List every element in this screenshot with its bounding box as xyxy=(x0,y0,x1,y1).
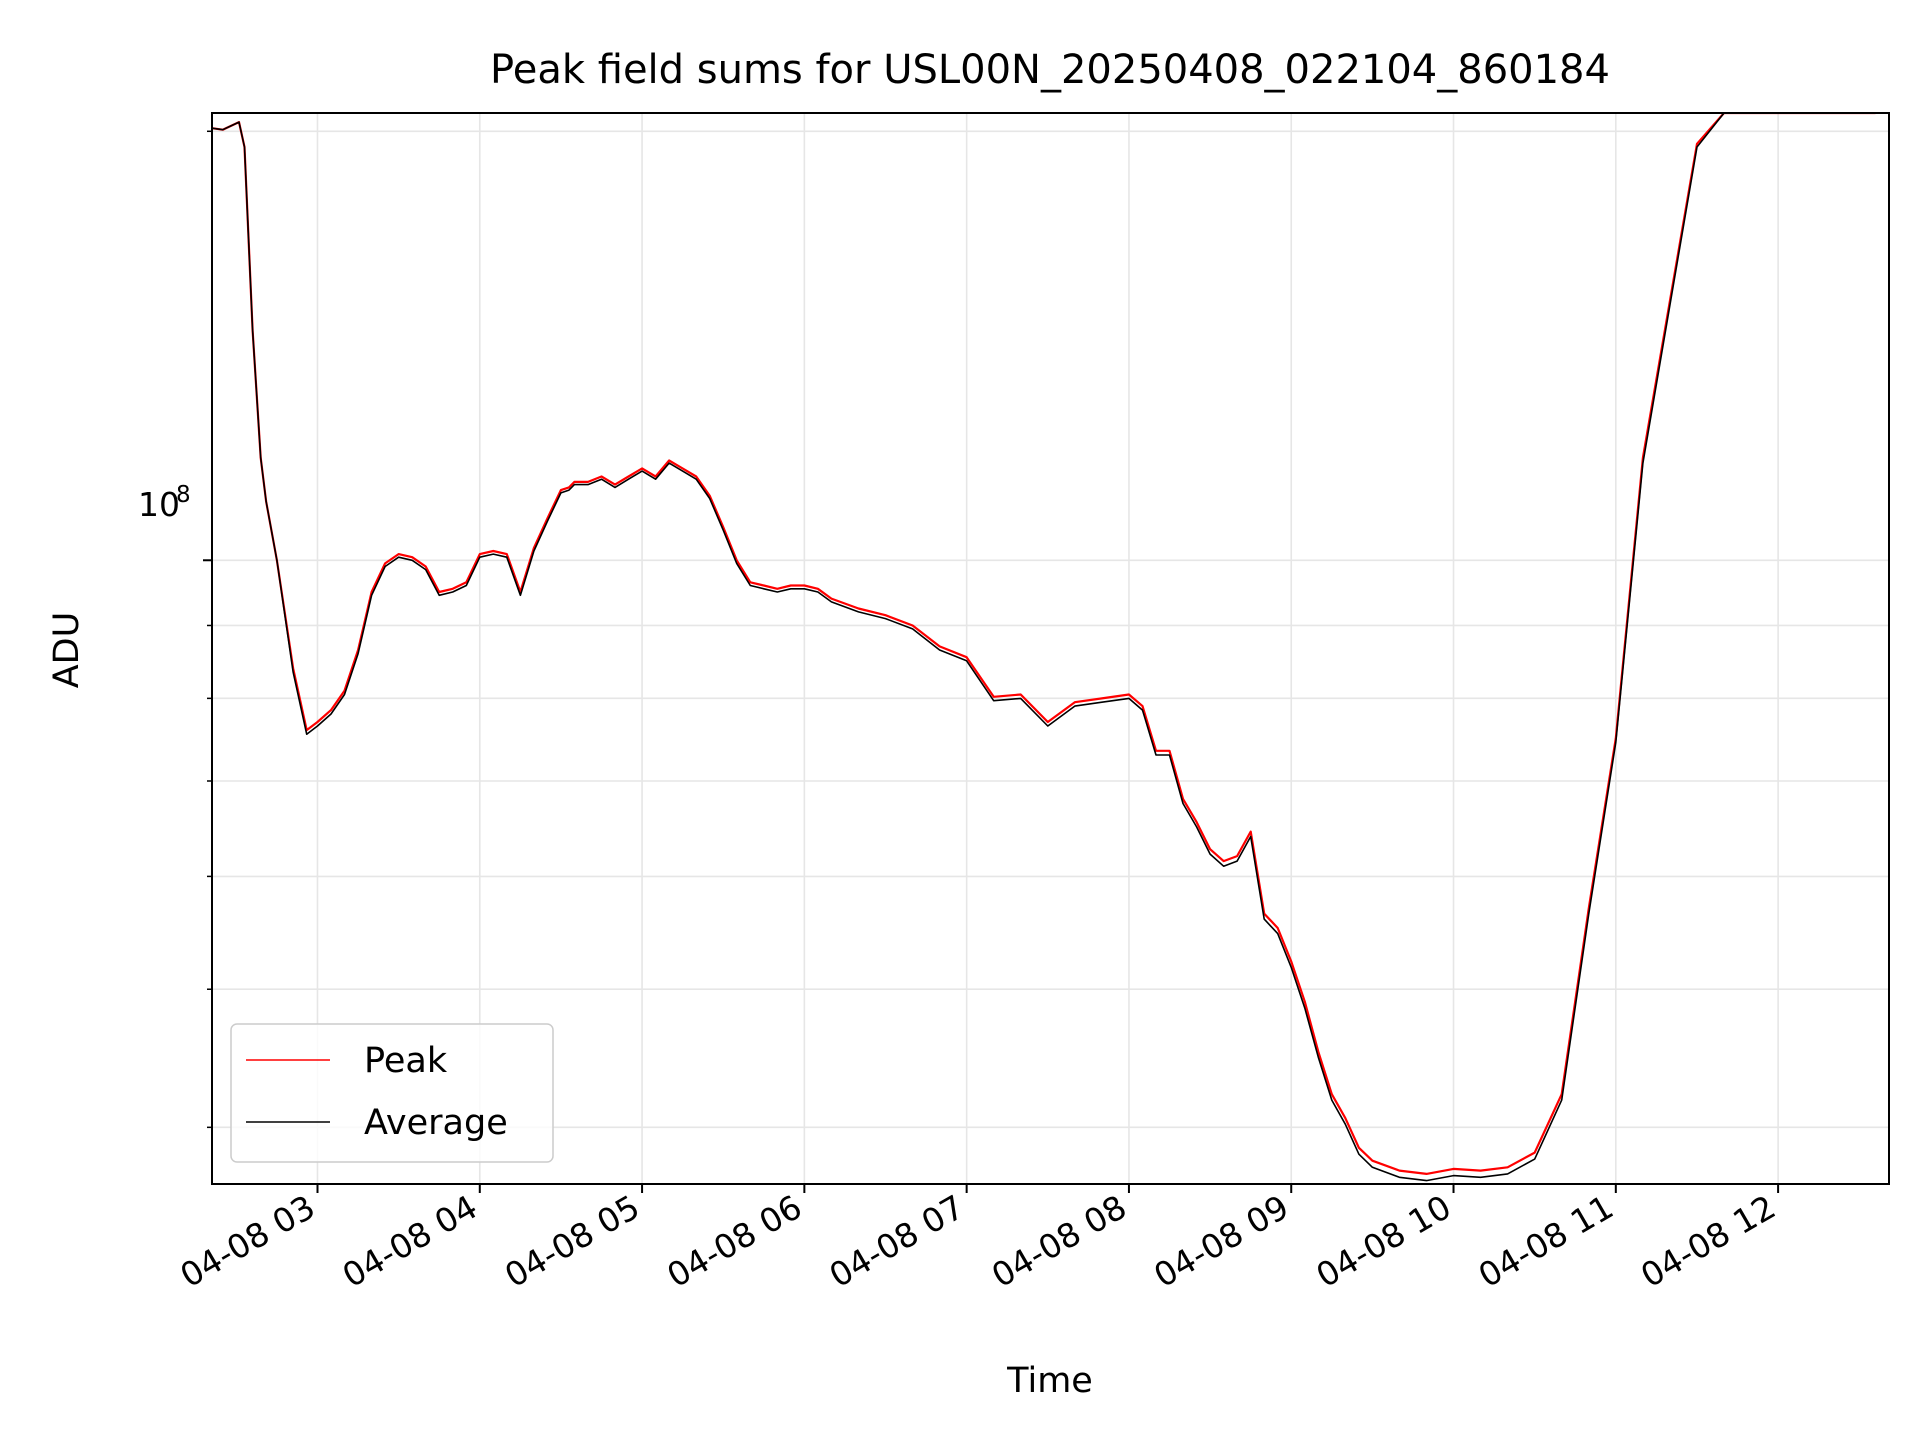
y-tick-label-exponent: 8 xyxy=(176,482,191,508)
x-tick-label: 04-08 10 xyxy=(1310,1187,1458,1295)
x-tick-label: 04-08 09 xyxy=(1147,1187,1295,1295)
x-tick-label: 04-08 07 xyxy=(823,1187,971,1295)
x-tick-label: 04-08 12 xyxy=(1634,1187,1782,1295)
series-line-peak xyxy=(212,113,1876,1176)
legend: Peak Average xyxy=(230,1023,554,1163)
series-lines xyxy=(212,113,1876,1182)
x-axis-label: Time xyxy=(1006,1361,1093,1401)
chart-title: Peak field sums for USL00N_20250408_0221… xyxy=(490,47,1610,93)
x-tick-label: 04-08 04 xyxy=(336,1187,484,1295)
legend-box xyxy=(230,1023,554,1163)
y-axis-label: ADU xyxy=(47,612,87,689)
plot-area-frame xyxy=(211,112,1890,1185)
x-tick-label: 04-08 03 xyxy=(173,1187,321,1295)
x-tick-label: 04-08 11 xyxy=(1472,1187,1620,1295)
x-tick-label: 04-08 05 xyxy=(498,1187,646,1295)
legend-label-average: Average xyxy=(364,1103,508,1143)
y-tick-label: 10 8 xyxy=(138,482,191,524)
y-tick-label-base: 10 xyxy=(138,485,180,524)
x-tick-label: 04-08 06 xyxy=(660,1187,808,1295)
x-tick-label: 04-08 08 xyxy=(985,1187,1133,1295)
series-line-average xyxy=(212,113,1876,1182)
legend-label-peak: Peak xyxy=(364,1041,448,1081)
